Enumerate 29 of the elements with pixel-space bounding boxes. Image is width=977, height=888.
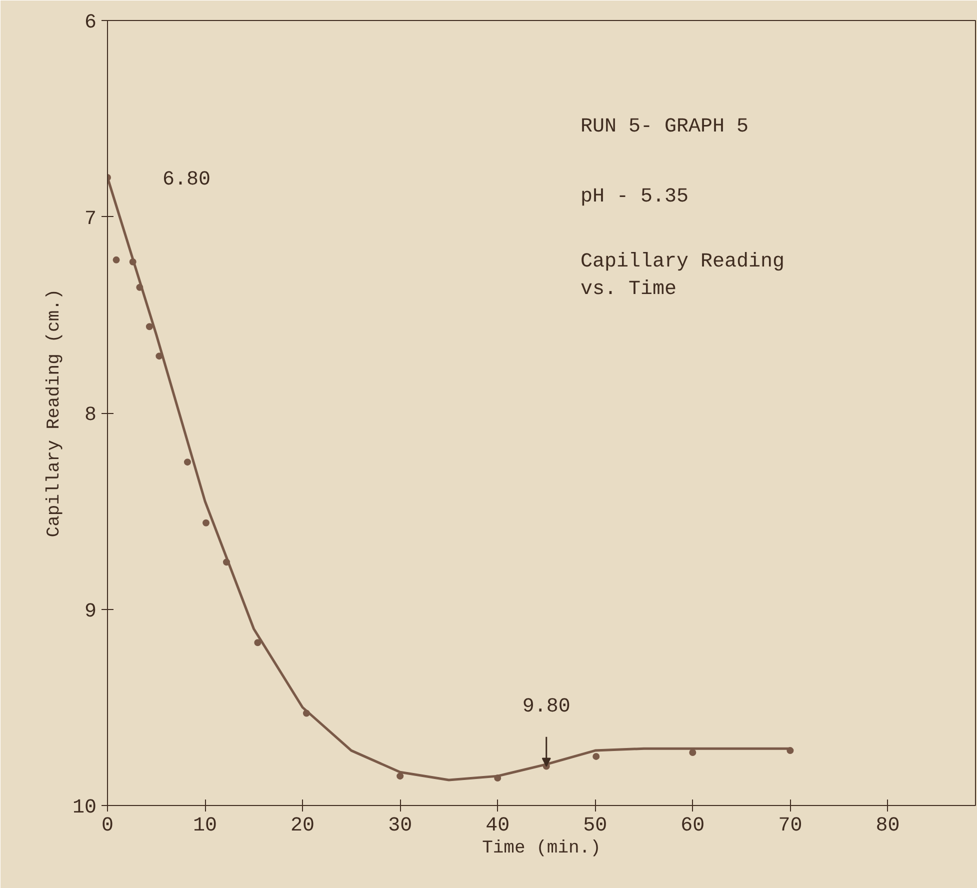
x-tick-label: 10 — [193, 814, 218, 838]
x-tick-label: 40 — [486, 814, 510, 838]
y-tick-label: 8 — [84, 404, 97, 427]
annotation: Capillary Reading vs. Time — [580, 250, 785, 302]
x-tick-label: 80 — [876, 814, 900, 838]
point — [112, 256, 120, 264]
y-axis-title: Capillary Reading (cm.) — [44, 288, 64, 538]
x-tick-label: 30 — [388, 814, 412, 838]
y-tick-label: 9 — [84, 600, 97, 624]
annotation: pH - 5.35 — [580, 186, 689, 208]
annotation: 9.80 — [522, 695, 570, 718]
x-tick-label: 0 — [102, 814, 114, 838]
annotation: RUN 5- GRAPH 5 — [580, 116, 749, 138]
x-tick-label: 60 — [680, 814, 705, 838]
point — [254, 639, 262, 646]
y-tick-label: 6 — [84, 12, 97, 34]
point — [202, 519, 210, 526]
point — [184, 458, 191, 466]
y-tick-label: 7 — [84, 208, 97, 231]
point — [396, 772, 404, 780]
x-tick-label: 70 — [778, 814, 802, 838]
x-axis-title: Time (min.) — [482, 838, 601, 858]
point — [146, 323, 153, 330]
annotation: 6.80 — [162, 168, 211, 192]
x-tick-label: 20 — [290, 814, 315, 838]
point — [592, 752, 600, 760]
point — [689, 749, 696, 756]
y-tick-label: 10 — [72, 796, 97, 820]
x-tick-label: 50 — [583, 814, 608, 838]
